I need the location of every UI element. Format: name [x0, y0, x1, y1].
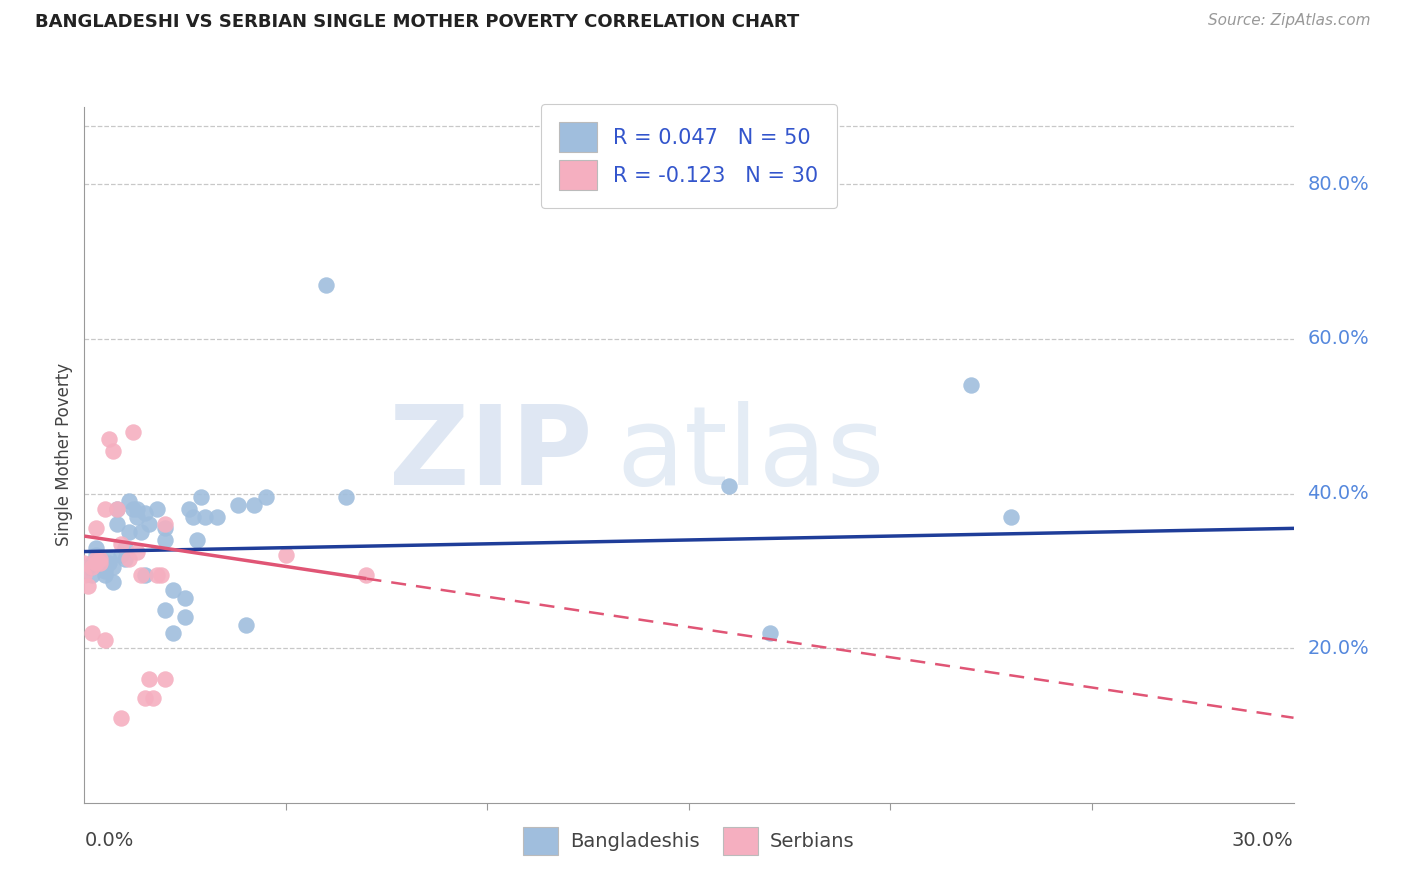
Point	[960, 378, 983, 392]
Point	[118, 494, 141, 508]
Text: 30.0%: 30.0%	[1232, 830, 1294, 850]
Point	[89, 556, 111, 570]
Text: 20.0%: 20.0%	[1308, 639, 1369, 657]
Point	[138, 672, 160, 686]
Point	[105, 502, 128, 516]
Point	[153, 672, 176, 686]
Point	[274, 549, 297, 563]
Point	[254, 491, 277, 505]
Point	[174, 610, 197, 624]
Point	[179, 502, 201, 516]
Point	[129, 525, 152, 540]
Point	[86, 521, 108, 535]
Point	[114, 552, 136, 566]
Text: 0.0%: 0.0%	[84, 830, 134, 850]
Point	[77, 579, 100, 593]
Point	[207, 509, 229, 524]
Point	[335, 491, 357, 505]
Point	[226, 498, 249, 512]
Point	[97, 552, 120, 566]
Point	[89, 552, 111, 566]
Point	[153, 517, 176, 532]
Point	[134, 506, 156, 520]
Point	[101, 575, 124, 590]
Point	[142, 691, 165, 706]
Text: ZIP: ZIP	[389, 401, 592, 508]
Point	[186, 533, 208, 547]
Point	[235, 618, 257, 632]
Point	[146, 502, 169, 516]
Y-axis label: Single Mother Poverty: Single Mother Poverty	[55, 363, 73, 547]
Point	[718, 479, 741, 493]
Point	[758, 625, 780, 640]
Point	[162, 625, 184, 640]
Point	[101, 444, 124, 458]
Point	[114, 541, 136, 555]
Point	[110, 549, 132, 563]
Point	[1000, 509, 1022, 524]
Point	[146, 567, 169, 582]
Point	[101, 560, 124, 574]
Text: 40.0%: 40.0%	[1308, 484, 1369, 503]
Point	[82, 556, 104, 570]
Point	[162, 583, 184, 598]
Point	[153, 533, 176, 547]
Text: 60.0%: 60.0%	[1308, 329, 1369, 349]
Point	[121, 425, 143, 439]
Point	[86, 549, 108, 563]
Point	[110, 711, 132, 725]
Point	[93, 564, 115, 578]
Point	[118, 552, 141, 566]
Point	[86, 541, 108, 555]
Point	[82, 567, 104, 582]
Point	[134, 691, 156, 706]
Point	[86, 552, 108, 566]
Point	[86, 556, 108, 570]
Point	[125, 502, 148, 516]
Point	[125, 544, 148, 558]
Point	[315, 277, 337, 292]
Legend: Bangladeshis, Serbians: Bangladeshis, Serbians	[516, 820, 862, 863]
Point	[153, 602, 176, 616]
Point	[356, 567, 378, 582]
Point	[73, 556, 96, 570]
Point	[194, 509, 217, 524]
Point	[129, 567, 152, 582]
Point	[190, 491, 212, 505]
Point	[93, 633, 115, 648]
Point	[181, 509, 204, 524]
Point	[121, 502, 143, 516]
Point	[153, 521, 176, 535]
Point	[118, 525, 141, 540]
Point	[242, 498, 264, 512]
Point	[174, 591, 197, 605]
Point	[105, 517, 128, 532]
Point	[149, 567, 172, 582]
Point	[73, 567, 96, 582]
Point	[138, 517, 160, 532]
Text: Source: ZipAtlas.com: Source: ZipAtlas.com	[1208, 13, 1371, 29]
Point	[97, 556, 120, 570]
Text: BANGLADESHI VS SERBIAN SINGLE MOTHER POVERTY CORRELATION CHART: BANGLADESHI VS SERBIAN SINGLE MOTHER POV…	[35, 13, 800, 31]
Point	[82, 560, 104, 574]
Point	[82, 625, 104, 640]
Point	[93, 567, 115, 582]
Point	[110, 537, 132, 551]
Point	[89, 552, 111, 566]
Point	[125, 509, 148, 524]
Point	[77, 560, 100, 574]
Point	[93, 502, 115, 516]
Text: 80.0%: 80.0%	[1308, 175, 1369, 194]
Text: atlas: atlas	[616, 401, 884, 508]
Point	[97, 433, 120, 447]
Point	[134, 567, 156, 582]
Point	[105, 502, 128, 516]
